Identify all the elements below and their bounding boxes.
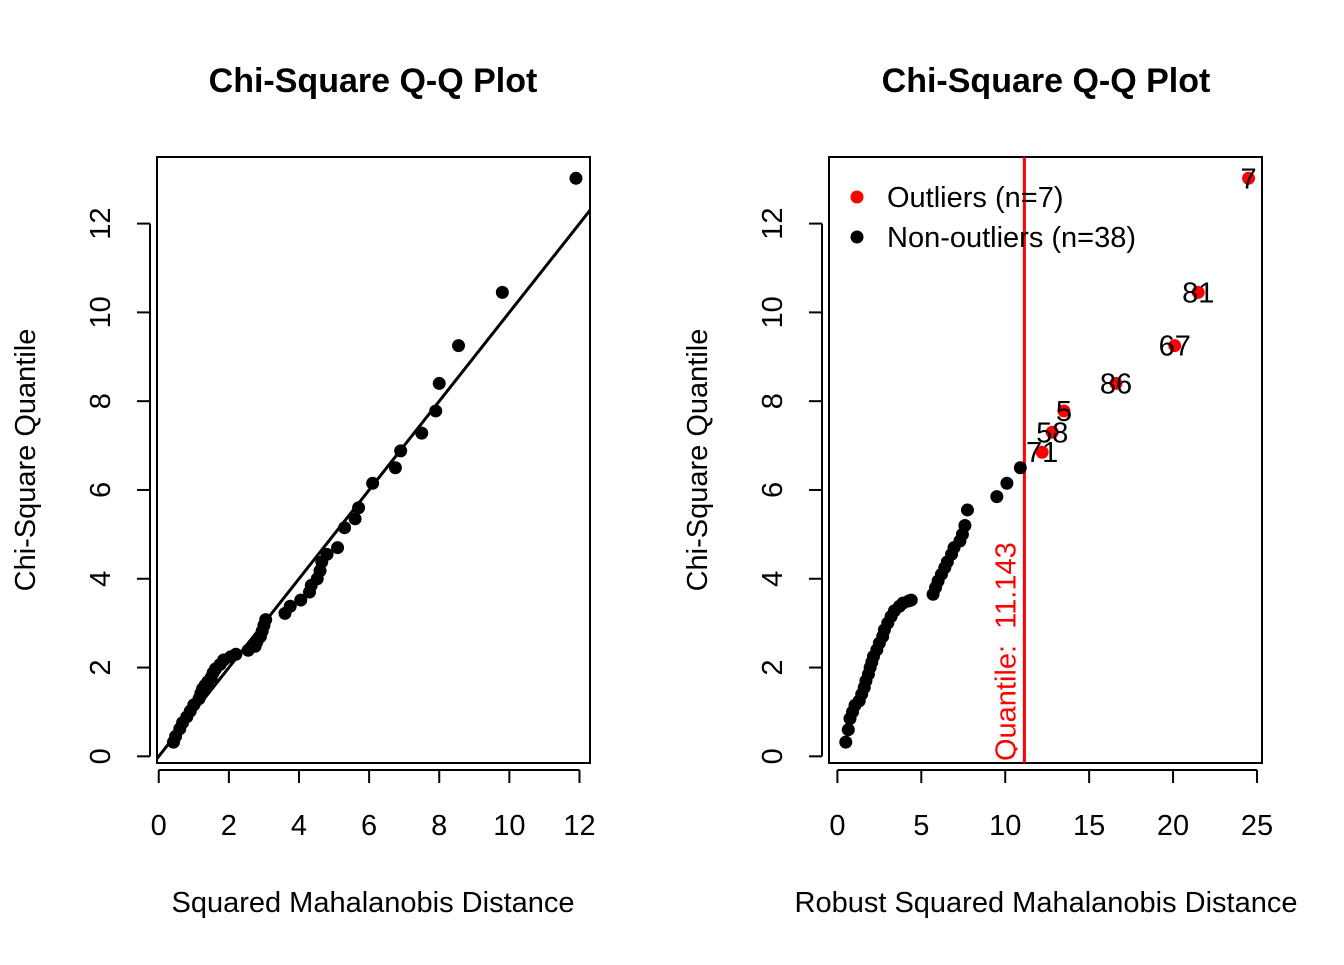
p2-chart-title: Chi-Square Q-Q Plot (882, 62, 1211, 100)
p1-data-point (569, 171, 583, 185)
p2-data-point (960, 503, 974, 517)
p2-data-point (1000, 476, 1014, 490)
p1-x-axis-label: Squared Mahalanobis Distance (171, 887, 574, 919)
p2-x-tick-label: 0 (829, 810, 845, 842)
p1-y-tick-label: 0 (85, 748, 117, 764)
p2-y-tick-label: 12 (757, 207, 789, 239)
p2-x-tick-label: 25 (1241, 810, 1273, 842)
p1-x-tick-label: 6 (361, 810, 377, 842)
p2-x-tick-label: 5 (913, 810, 929, 842)
p1-data-point (452, 339, 466, 353)
p1-y-tick-label: 8 (85, 393, 117, 409)
p1-y-tick-label: 12 (85, 207, 117, 239)
p2-legend-marker (850, 190, 864, 204)
p1-data-point (320, 547, 334, 561)
p1-data-point (415, 426, 429, 440)
p1-data-point (429, 404, 443, 418)
p2-y-tick-label: 10 (757, 296, 789, 328)
p2-data-point (958, 518, 972, 532)
p1-data-point (388, 461, 402, 475)
p1-y-tick-label: 6 (85, 482, 117, 498)
p2-data-point (1109, 376, 1123, 390)
p2-x-axis-label: Robust Squared Mahalanobis Distance (795, 887, 1298, 919)
p2-data-point (1168, 339, 1182, 353)
p1-data-point (394, 444, 408, 458)
p1-data-point (283, 599, 297, 613)
p2-point-label: 81 (1182, 277, 1214, 309)
p2-data-point (841, 723, 855, 737)
p2-data-point (1191, 285, 1205, 299)
p1-y-tick-label: 4 (85, 571, 117, 587)
p2-cutoff-label: Quantile: 11.143 (990, 542, 1022, 761)
p1-data-point (366, 476, 380, 490)
p2-y-tick-label: 0 (757, 748, 789, 764)
p1-data-point (352, 501, 366, 515)
p2-y-tick-label: 4 (757, 571, 789, 587)
p2-data-point (1035, 445, 1049, 459)
p2-data-point (1057, 404, 1071, 418)
p1-x-tick-label: 2 (221, 810, 237, 842)
p1-x-tick-label: 4 (291, 810, 307, 842)
p2-y-tick-label: 8 (757, 393, 789, 409)
p2-point-label: 7 (1241, 163, 1257, 195)
p2-point-label: 86 (1100, 368, 1132, 400)
p2-point-label: 58 (1036, 417, 1068, 449)
p2-legend-marker (850, 230, 864, 244)
p2-x-tick-label: 15 (1073, 810, 1105, 842)
p2-legend-label: Outliers (n=7) (887, 182, 1063, 214)
p2-x-tick-label: 10 (989, 810, 1021, 842)
p1-x-tick-label: 10 (493, 810, 525, 842)
p2-data-point (904, 593, 918, 607)
p2-point-label: 67 (1159, 331, 1191, 363)
p2-legend-label: Non-outliers (n=38) (887, 222, 1136, 254)
p2-x-tick-label: 20 (1157, 810, 1189, 842)
p1-data-point (338, 521, 352, 535)
p1-y-tick-label: 10 (85, 296, 117, 328)
p2-data-point (1242, 171, 1256, 185)
p1-y-tick-label: 2 (85, 659, 117, 675)
p2-data-point (1045, 425, 1059, 439)
p1-data-point (348, 512, 362, 526)
p2-plot-frame (828, 156, 1263, 764)
p1-data-point (432, 376, 446, 390)
p1-x-tick-label: 0 (151, 810, 167, 842)
p2-data-point (1013, 461, 1027, 475)
p1-data-point (259, 613, 273, 627)
p2-y-tick-label: 6 (757, 482, 789, 498)
p2-data-point (839, 735, 853, 749)
p2-y-tick-label: 2 (757, 659, 789, 675)
p2-data-point (990, 490, 1004, 504)
p2-y-axis-label: Chi-Square Quantile (682, 329, 714, 592)
p1-data-point (229, 647, 243, 661)
p1-data-point (294, 593, 308, 607)
p1-x-tick-label: 8 (431, 810, 447, 842)
p1-data-point (331, 541, 345, 555)
p2-point-label: 5 (1056, 396, 1072, 428)
p1-chart-title: Chi-Square Q-Q Plot (209, 62, 538, 100)
p1-data-point (495, 285, 509, 299)
p2-point-label: 71 (1026, 437, 1058, 469)
p1-y-axis-label: Chi-Square Quantile (10, 329, 42, 592)
p1-x-tick-label: 12 (563, 810, 595, 842)
p1-plot-frame (156, 156, 591, 764)
